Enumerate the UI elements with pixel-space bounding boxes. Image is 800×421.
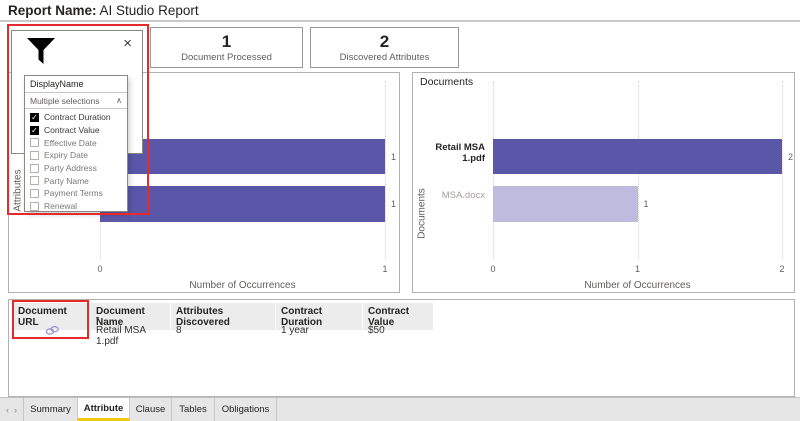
filter-option-payment-terms[interactable]: Payment Terms bbox=[25, 187, 127, 200]
bar-attribute-2[interactable]: 1 bbox=[100, 186, 396, 222]
kpi-label: Document Processed bbox=[181, 51, 272, 63]
gridline bbox=[385, 81, 386, 259]
kpi-card-discovered-attributes: 2 Discovered Attributes bbox=[310, 27, 459, 68]
data-label: 1 bbox=[390, 151, 396, 162]
page-tab-bar: ‹ › Summary Attribute Clause Tables Obli… bbox=[0, 397, 800, 421]
column-header-contract-duration[interactable]: Contract Duration bbox=[276, 303, 362, 330]
filter-dropdown-panel: DisplayName Multiple selections ∧ ✓ Contr… bbox=[24, 75, 128, 212]
category-label[interactable]: Retail MSA 1.pdf bbox=[435, 142, 485, 164]
filter-option-label: Contract Value bbox=[44, 125, 100, 136]
tab-tables[interactable]: Tables bbox=[172, 398, 215, 421]
filter-selection-dropdown[interactable]: Multiple selections ∧ bbox=[25, 93, 127, 109]
filter-selection-text: Multiple selections bbox=[30, 95, 100, 106]
filter-option-label: Payment Terms bbox=[44, 188, 103, 199]
checkbox-unchecked-icon[interactable] bbox=[30, 150, 39, 160]
tab-attribute[interactable]: Attribute bbox=[78, 398, 130, 421]
filter-option-party-address[interactable]: Party Address bbox=[25, 162, 127, 175]
x-tick: 0 bbox=[490, 264, 496, 274]
checkbox-unchecked-icon[interactable] bbox=[30, 138, 39, 148]
attributes-discovered-cell: 8 bbox=[176, 325, 182, 336]
contract-duration-cell: 1 year bbox=[281, 325, 309, 336]
bar-msa-docx[interactable]: 1 bbox=[493, 186, 649, 222]
filter-option-contract-value[interactable]: ✓ Contract Value bbox=[25, 124, 127, 137]
link-icon[interactable] bbox=[45, 325, 60, 336]
x-axis-title: Number of Occurrences bbox=[584, 280, 691, 291]
filter-funnel-icon bbox=[27, 38, 55, 64]
column-header-label: Document Name bbox=[96, 306, 145, 328]
page-title: Report Name: AI Studio Report bbox=[8, 3, 199, 18]
contract-value-cell: $50 bbox=[368, 325, 385, 336]
sort-descending-icon: ▾ bbox=[96, 315, 100, 322]
kpi-card-documents-processed: 1 Document Processed bbox=[150, 27, 303, 68]
checkbox-unchecked-icon[interactable] bbox=[30, 188, 39, 198]
report-name-value: AI Studio Report bbox=[99, 3, 199, 18]
column-header-attributes-discovered[interactable]: Attributes Discovered bbox=[171, 303, 275, 330]
filter-field-label: DisplayName bbox=[25, 76, 127, 93]
column-header-document-url[interactable]: Document URL bbox=[13, 303, 90, 330]
x-tick: 2 bbox=[779, 264, 785, 274]
close-icon[interactable]: × bbox=[123, 35, 132, 52]
filter-options: ✓ Contract Duration ✓ Contract Value Effecti… bbox=[25, 109, 127, 213]
checkbox-checked-icon[interactable]: ✓ bbox=[30, 112, 39, 122]
filter-option-label: Party Name bbox=[44, 175, 89, 186]
y-axis-title: Documents bbox=[416, 188, 428, 239]
gridline bbox=[782, 81, 783, 259]
kpi-label: Discovered Attributes bbox=[339, 51, 430, 63]
report-name-label: Report Name: bbox=[8, 3, 97, 18]
filter-option-label: Contract Duration bbox=[44, 112, 111, 123]
bar-retail-msa-1-pdf[interactable]: 2 bbox=[493, 139, 793, 174]
documents-table: Document URL Document Name ▾ Attributes … bbox=[8, 299, 795, 397]
y-axis-title: Attributes bbox=[12, 169, 24, 212]
filter-option-expiry-date[interactable]: Expiry Date bbox=[25, 149, 127, 162]
filter-option-label: Party Address bbox=[44, 163, 97, 174]
plot-area: 2 1 0 1 2 bbox=[490, 81, 793, 274]
chart-title: Documents bbox=[420, 76, 474, 88]
checkbox-checked-icon[interactable]: ✓ bbox=[30, 125, 39, 135]
tab-obligations[interactable]: Obligations bbox=[215, 398, 277, 421]
checkbox-unchecked-icon[interactable] bbox=[30, 163, 39, 173]
table-row: Retail MSA 1.pdf 8 1 year $50 bbox=[13, 322, 434, 349]
kpi-value: 1 bbox=[221, 31, 232, 51]
category-label[interactable]: MSA.docx bbox=[441, 190, 485, 201]
x-tick: 1 bbox=[382, 264, 388, 274]
chevron-up-icon[interactable]: ∧ bbox=[116, 96, 122, 105]
prev-page-icon[interactable]: ‹ bbox=[6, 404, 9, 415]
tab-nav-arrows: ‹ › bbox=[0, 398, 24, 421]
document-url-cell[interactable] bbox=[13, 322, 90, 349]
filter-option-effective-date[interactable]: Effective Date bbox=[25, 136, 127, 149]
x-tick: 0 bbox=[97, 264, 103, 274]
x-axis-title: Number of Occurrences bbox=[189, 280, 296, 291]
data-label: 1 bbox=[643, 199, 649, 209]
next-page-icon[interactable]: › bbox=[14, 404, 17, 415]
filter-option-party-name[interactable]: Party Name bbox=[25, 174, 127, 187]
checkbox-unchecked-icon[interactable] bbox=[30, 201, 39, 211]
kpi-value: 2 bbox=[379, 31, 390, 51]
column-header-contract-value[interactable]: Contract Value bbox=[363, 303, 433, 330]
tab-summary[interactable]: Summary bbox=[24, 398, 78, 421]
filter-option-label: Expiry Date bbox=[44, 150, 88, 161]
x-tick: 1 bbox=[634, 264, 641, 274]
data-label: 2 bbox=[787, 151, 793, 162]
filter-option-label: Renewal bbox=[44, 201, 78, 212]
filter-option-label: Effective Date bbox=[44, 137, 97, 148]
header-divider bbox=[0, 20, 800, 22]
documents-bar-chart: Documents Documents Retail MSA 1.pdf MSA… bbox=[412, 72, 795, 293]
table-header-row: Document URL Document Name ▾ Attributes … bbox=[13, 303, 434, 330]
tab-clause[interactable]: Clause bbox=[130, 398, 172, 421]
filter-option-renewal[interactable]: Renewal bbox=[25, 200, 127, 213]
document-name-cell: Retail MSA 1.pdf bbox=[96, 325, 146, 347]
column-header-document-name[interactable]: Document Name ▾ bbox=[91, 303, 170, 330]
data-label: 1 bbox=[390, 199, 396, 209]
checkbox-unchecked-icon[interactable] bbox=[30, 176, 39, 186]
filter-option-contract-duration[interactable]: ✓ Contract Duration bbox=[25, 111, 127, 124]
